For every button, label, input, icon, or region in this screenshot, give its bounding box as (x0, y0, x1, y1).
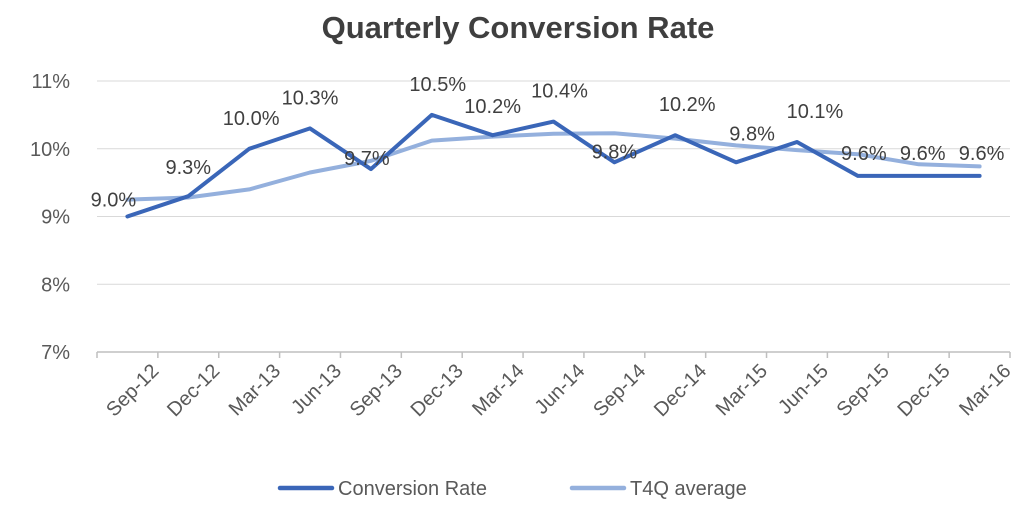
data-label: 9.3% (166, 157, 212, 179)
data-label: 9.8% (729, 123, 775, 145)
y-tick-label: 7% (41, 342, 70, 364)
y-tick-label: 8% (41, 274, 70, 296)
chart-title: Quarterly Conversion Rate (321, 10, 715, 45)
data-label: 9.0% (91, 190, 137, 212)
x-tick-label: Mar-16 (955, 360, 1015, 420)
x-tick-label: Dec-13 (407, 360, 468, 421)
series-line-t4q-average (125, 131, 982, 202)
y-tick-label: 10% (30, 139, 70, 161)
x-tick-label: Sep-13 (346, 360, 407, 421)
x-tick-label: Jun-14 (531, 360, 590, 419)
x-tick-label: Sep-12 (102, 360, 163, 421)
data-label: 10.4% (531, 81, 588, 103)
data-label: 10.5% (409, 74, 466, 96)
data-label: 9.8% (592, 141, 638, 163)
legend-item-t4q-average: T4Q average (630, 478, 747, 500)
data-label: 10.1% (787, 101, 844, 123)
legend-item-conversion-rate: Conversion Rate (338, 478, 487, 500)
x-tick-label: Dec-12 (163, 360, 224, 421)
data-label: 9.6% (841, 143, 887, 165)
x-tick-label: Mar-13 (225, 360, 285, 420)
data-label: 9.6% (959, 143, 1005, 165)
x-tick-label: Jun-13 (287, 360, 346, 419)
x-tick-label: Sep-14 (589, 360, 650, 421)
data-label: 10.2% (659, 94, 716, 116)
y-tick-label: 11% (31, 71, 70, 93)
x-tick-label: Mar-14 (468, 360, 528, 420)
data-label: 10.3% (282, 87, 339, 109)
data-label: 9.6% (900, 143, 946, 165)
y-tick-label: 9% (41, 207, 70, 229)
x-tick-label: Jun-15 (774, 360, 833, 419)
x-tick-label: Sep-15 (833, 360, 894, 421)
data-label: 9.7% (344, 148, 390, 170)
x-tick-label: Dec-15 (894, 360, 955, 421)
x-tick-label: Mar-15 (712, 360, 772, 420)
x-tick-label: Dec-14 (650, 360, 711, 421)
data-label: 10.2% (464, 96, 521, 118)
series-line-conversion-rate (125, 112, 982, 219)
data-label: 10.0% (223, 108, 280, 130)
